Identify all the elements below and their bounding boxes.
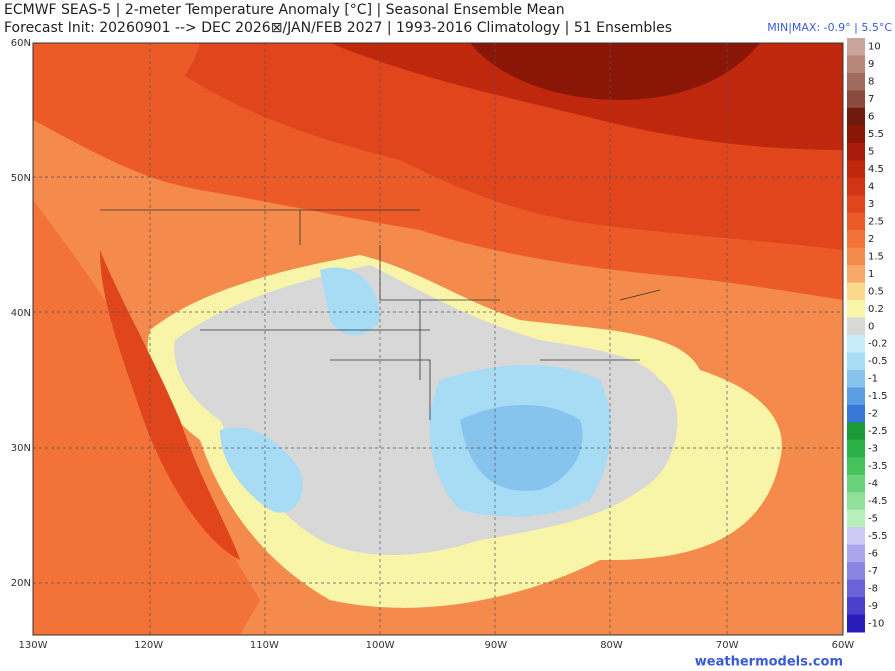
colorbar-label: 0: [868, 321, 874, 332]
colorbar-label: 8: [868, 77, 874, 88]
colorbar-label: 4.5: [868, 164, 884, 175]
colorbar-label: -5.5: [868, 531, 888, 542]
colorbar-label: -1.5: [868, 391, 888, 402]
colorbar-label: 7: [868, 94, 874, 105]
latitude-label: 40N: [11, 308, 31, 319]
colorbar-label: -3: [868, 444, 878, 455]
colorbar-cell: [847, 177, 865, 196]
colorbar-cell: [847, 125, 865, 144]
colorbar-label: 1.5: [868, 251, 884, 262]
colorbar-label: -3.5: [868, 461, 888, 472]
colorbar-label: 1: [868, 269, 874, 280]
colorbar-label: -0.5: [868, 356, 888, 367]
latitude-label: 50N: [11, 173, 31, 184]
longitude-label: 130W: [19, 640, 48, 651]
colorbar-cell: [847, 72, 865, 91]
colorbar-label: 0.2: [868, 304, 884, 315]
colorbar-label: -6: [868, 548, 878, 559]
colorbar-label: 4: [868, 182, 874, 193]
colorbar-label: 5.5: [868, 129, 884, 140]
colorbar-label: 2.5: [868, 216, 884, 227]
map: [32, 42, 844, 636]
colorbar-cell: [847, 160, 865, 179]
colorbar-label: -9: [868, 601, 878, 612]
colorbar-cell: [847, 90, 865, 109]
colorbar-label: -0.2: [868, 339, 888, 350]
colorbar-label: 3: [868, 199, 874, 210]
colorbar-label: 9: [868, 59, 874, 70]
colorbar-label: 0.5: [868, 286, 884, 297]
colorbar-cell: [847, 55, 865, 74]
colorbar-cell: [847, 404, 865, 423]
colorbar-cell: [847, 422, 865, 441]
title: ECMWF SEAS-5 | 2-meter Temperature Anoma…: [4, 2, 565, 18]
colorbar-label: -2: [868, 409, 878, 420]
colorbar-cell: [847, 265, 865, 284]
colorbar-cell: [847, 457, 865, 476]
colorbar-cell: [847, 387, 865, 406]
colorbar-label: -4: [868, 479, 878, 490]
colorbar-cell: [847, 195, 865, 214]
colorbar-cell: [847, 492, 865, 511]
colorbar-cell: [847, 335, 865, 353]
longitude-label: 90W: [484, 640, 507, 651]
colorbar-cell: [847, 544, 865, 563]
colorbar-cell: [847, 562, 865, 581]
colorbar-cell: [847, 230, 865, 249]
colorbar-cell: [847, 300, 865, 319]
colorbar-label: 6: [868, 112, 874, 123]
colorbar-label: -4.5: [868, 496, 888, 507]
longitude-label: 120W: [134, 640, 163, 651]
colorbar: 10 9 8 7 6 5.5 5 4.5 4 3 2.5 2 1.5 1 0.5 0.2 0 -0.2 -0.5 -1…: [847, 38, 888, 633]
colorbar-cell: [847, 579, 865, 598]
longitude-label: 110W: [250, 640, 279, 651]
colorbar-cell: [847, 369, 865, 388]
subtitle: Forecast Init: 20260901 --> DEC 2026⊠/JA…: [4, 20, 672, 36]
colorbar-label: -7: [868, 566, 878, 577]
colorbar-label: -10: [868, 618, 884, 629]
colorbar-cell: [847, 527, 865, 546]
colorbar-cell: [847, 352, 865, 371]
longitude-label: 80W: [600, 640, 623, 651]
latitude-labels: 60N 50N 40N 30N 20N: [11, 38, 31, 589]
colorbar-cell: [847, 317, 865, 336]
colorbar-label: -5: [868, 513, 878, 524]
colorbar-label: 10: [868, 42, 881, 53]
longitude-label: 100W: [366, 640, 395, 651]
colorbar-cell: [847, 439, 865, 458]
colorbar-label: -2.5: [868, 426, 888, 437]
colorbar-cell: [847, 614, 865, 633]
credit: weathermodels.com: [695, 655, 843, 670]
colorbar-cell: [847, 142, 865, 161]
longitude-label: 60W: [832, 640, 855, 651]
latitude-label: 30N: [11, 443, 31, 454]
colorbar-cell: [847, 38, 865, 56]
colorbar-cell: [847, 474, 865, 493]
colorbar-cell: [847, 509, 865, 528]
colorbar-label: -1: [868, 374, 878, 385]
latitude-label: 60N: [11, 38, 31, 49]
colorbar-label: -8: [868, 583, 878, 594]
colorbar-cell: [847, 597, 865, 616]
colorbar-cell: [847, 107, 865, 126]
min-max: MIN|MAX: -0.9° | 5.5°C: [767, 21, 892, 34]
longitude-labels: 130W 120W 110W 100W 90W 80W 70W 60W: [19, 640, 855, 651]
colorbar-label: 5: [868, 147, 874, 158]
latitude-label: 20N: [11, 578, 31, 589]
colorbar-cell: [847, 247, 865, 266]
colorbar-label: 2: [868, 234, 874, 245]
colorbar-cell: [847, 282, 865, 301]
longitude-label: 70W: [716, 640, 739, 651]
colorbar-cell: [847, 212, 865, 231]
